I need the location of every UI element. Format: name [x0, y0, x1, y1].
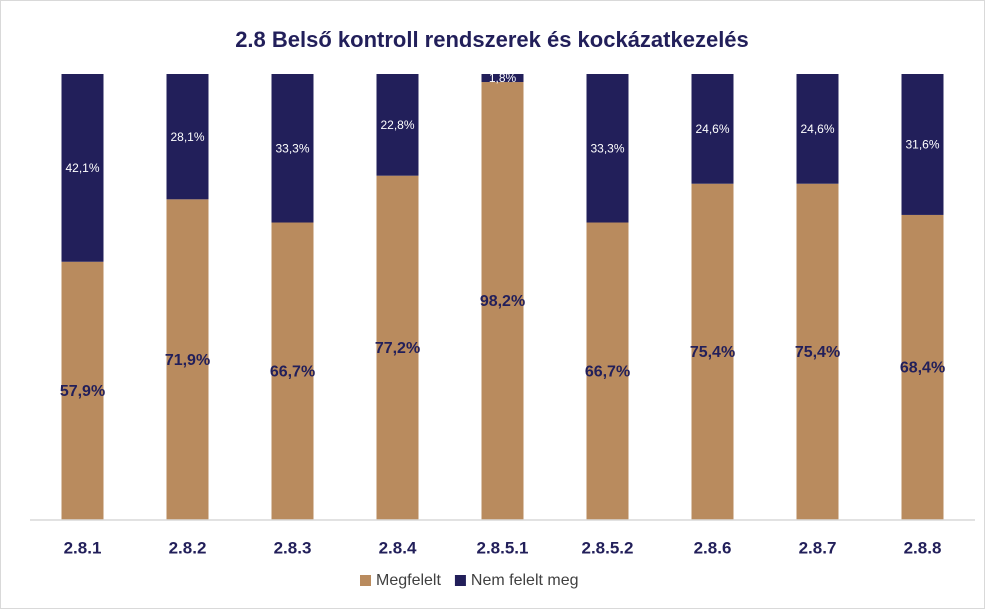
legend-label: Megfelelt: [376, 572, 441, 589]
bar-segment: [796, 183, 839, 520]
data-label: 24,6%: [800, 122, 834, 136]
data-label: 75,4%: [795, 344, 840, 361]
bar-segment: [481, 82, 524, 520]
data-label: 42,1%: [65, 161, 99, 175]
bar-segment: [376, 74, 419, 176]
data-label: 57,9%: [60, 383, 105, 400]
data-label: 22,8%: [380, 118, 414, 132]
data-label: 98,2%: [480, 293, 525, 310]
bar-segment: [796, 74, 839, 184]
bar-segment: [166, 74, 209, 200]
bar-segment: [691, 183, 734, 520]
x-tick-label: 2.8.7: [799, 538, 837, 557]
x-tick-label: 2.8.1: [64, 538, 102, 557]
data-label: 66,7%: [585, 363, 630, 380]
bar-segment: [691, 74, 734, 184]
legend-swatch: [454, 575, 466, 586]
bar-segment: [481, 74, 524, 83]
data-label: 68,4%: [900, 360, 945, 377]
x-tick-label: 2.8.2: [169, 538, 207, 557]
data-label: 66,7%: [270, 363, 315, 380]
bar-segment: [901, 214, 944, 520]
data-label: 77,2%: [375, 340, 420, 357]
x-tick-label: 2.8.4: [379, 538, 417, 557]
bar-segment: [586, 222, 629, 520]
x-tick-label: 2.8.5.2: [582, 538, 634, 557]
bar-segment: [376, 175, 419, 521]
bar-segment: [166, 199, 209, 521]
data-label: 33,3%: [275, 141, 309, 155]
data-label: 75,4%: [690, 344, 735, 361]
bar-segment: [586, 74, 629, 223]
data-label: 31,6%: [905, 138, 939, 152]
bar-segment: [271, 74, 314, 223]
data-label: 71,9%: [165, 352, 210, 369]
legend-swatch: [360, 575, 371, 586]
data-label: 1,8%: [489, 71, 517, 85]
bar-segment: [61, 261, 104, 520]
data-label: 24,6%: [695, 122, 729, 136]
bar-segment: [61, 74, 104, 262]
x-tick-label: 2.8.3: [274, 538, 312, 557]
data-label: 28,1%: [170, 130, 204, 144]
data-label: 33,3%: [590, 141, 624, 155]
x-tick-label: 2.8.6: [694, 538, 732, 557]
legend-label: Nem felelt meg: [471, 572, 579, 589]
x-tick-label: 2.8.5.1: [477, 538, 529, 557]
x-tick-label: 2.8.8: [904, 538, 942, 557]
chart-title: 2.8 Belső kontroll rendszerek és kockáza…: [235, 27, 749, 52]
bar-segment: [901, 74, 944, 215]
bar-segment: [271, 222, 314, 520]
